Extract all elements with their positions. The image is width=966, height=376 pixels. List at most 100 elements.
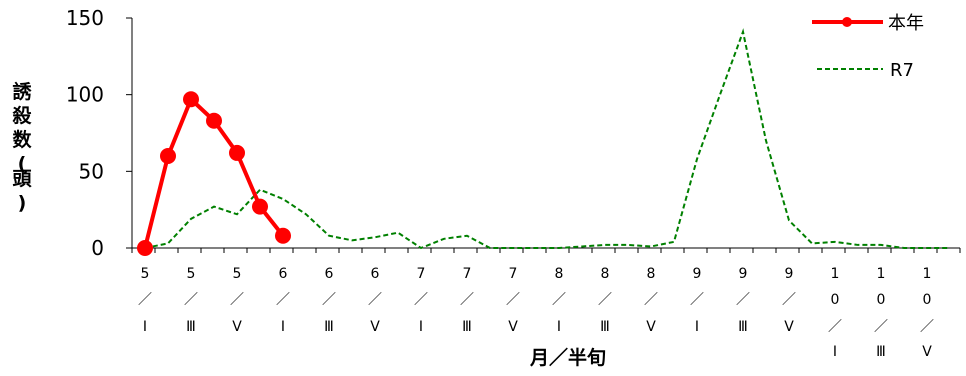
y-tick-label: 100 — [66, 83, 104, 107]
x-tick-label: 5 ／ Ⅰ — [138, 266, 152, 335]
series-current-year-point — [160, 148, 176, 164]
x-tick-label-line: Ⅲ — [600, 319, 610, 335]
legend-current-year-label: 本年 — [888, 13, 924, 34]
x-tick-label-line: 6 — [279, 266, 288, 282]
y-axis-label-char: ) — [18, 192, 27, 214]
x-tick-label-line: Ⅴ — [232, 319, 242, 335]
x-tick-label-line: 9 — [693, 266, 702, 282]
x-tick-label-line: Ⅰ — [143, 319, 147, 335]
x-tick-label-line: 6 — [325, 266, 334, 282]
series-current-year-point — [229, 144, 245, 161]
x-tick-label-line: ／ — [552, 292, 566, 308]
legend: 本年 R7 — [812, 13, 924, 81]
x-tick-label-line: Ⅲ — [324, 319, 334, 335]
x-tick-label-line: 8 — [601, 266, 610, 282]
x-tick-label-line: ／ — [414, 292, 428, 308]
x-tick-label: 7 ／ Ⅴ — [506, 266, 520, 335]
x-tick-label: 8 ／ Ⅲ — [598, 266, 612, 335]
x-tick-label-line: Ⅰ — [695, 319, 699, 335]
y-tick-labels: 0 50 100 150 — [66, 6, 104, 260]
x-tick-label: 1 0 ／ Ⅴ — [920, 266, 934, 360]
x-tick-label-line: 9 — [785, 266, 794, 282]
x-tick-label: 1 0 ／ Ⅰ — [828, 266, 842, 360]
series-current-year-point — [252, 198, 268, 215]
x-tick-label-line: ／ — [874, 319, 888, 335]
x-tick-label-line: ／ — [690, 292, 704, 308]
y-axis-label-char: ( — [18, 153, 27, 175]
x-tick-label-line: 0 — [877, 292, 886, 308]
x-tick-label: 5 ／ Ⅲ — [184, 266, 198, 335]
x-tick-label-line: Ⅰ — [833, 344, 837, 360]
x-tick-label-line: ／ — [920, 319, 934, 335]
x-tick-label-line: 1 — [877, 266, 886, 282]
x-tick-label-line: 5 — [233, 266, 242, 282]
x-tick-label-line: Ⅴ — [784, 319, 794, 335]
legend-current-year-marker — [842, 17, 852, 27]
x-tick-label: 9 ／ Ⅴ — [782, 266, 796, 335]
x-tick-label: 8 ／ Ⅰ — [552, 266, 566, 335]
x-tick-label-line: ／ — [782, 292, 796, 308]
y-tick-label: 150 — [66, 6, 104, 30]
x-tick-label: 6 ／ Ⅰ — [276, 266, 290, 335]
x-tick-label-line: 1 — [831, 266, 840, 282]
x-tick-label-line: 1 — [923, 266, 932, 282]
x-tick-label: 5 ／ Ⅴ — [230, 266, 244, 335]
x-tick-labels: 5 ／ Ⅰ 5 ／ Ⅲ 5 ／ Ⅴ 6 ／ Ⅰ 6 ／ Ⅲ 6 ／ Ⅴ 7 ／ Ⅰ 7 ／ Ⅲ 7 ／ Ⅴ 8 ／ Ⅰ 8 ／ Ⅲ 8 ／ Ⅴ 9 ／ Ⅰ 9… — [138, 266, 934, 360]
series-r7-line — [144, 28, 950, 250]
x-tick-label: 1 0 ／ Ⅲ — [874, 266, 888, 360]
x-tick-label-line: 5 — [141, 266, 150, 282]
x-tick-label-line: ／ — [736, 292, 750, 308]
x-tick-label-line: 9 — [739, 266, 748, 282]
x-tick-label-line: 7 — [509, 266, 518, 282]
x-tick-label-line: 0 — [831, 292, 840, 308]
y-axis-label-char: 数 — [12, 128, 32, 151]
x-tick-label-line: 7 — [463, 266, 472, 282]
x-tick-label-line: ／ — [276, 292, 290, 308]
x-tick-label: 6 ／ Ⅴ — [368, 266, 382, 335]
x-tick-label-line: 6 — [371, 266, 380, 282]
x-tick-label-line: Ⅴ — [922, 344, 932, 360]
x-tick-label-line: ／ — [828, 319, 842, 335]
series-lines — [137, 28, 950, 256]
x-tick-label-line: ／ — [138, 292, 152, 308]
x-tick-label-line: ／ — [322, 292, 336, 308]
series-current-year-point — [183, 91, 199, 108]
series-current-year-point — [137, 240, 153, 256]
x-tick-label-line: ／ — [598, 292, 612, 308]
y-axis-label-char: 誘 — [12, 80, 32, 103]
y-tick-label: 0 — [91, 236, 104, 260]
x-tick-label-line: Ⅰ — [557, 319, 561, 335]
x-tick-label-line: ／ — [184, 292, 198, 308]
x-tick-label-line: 7 — [417, 266, 426, 282]
x-tick-label: 7 ／ Ⅲ — [460, 266, 474, 335]
x-tick-label-line: ／ — [230, 292, 244, 308]
x-tick-label: 6 ／ Ⅲ — [322, 266, 336, 335]
x-tick-label-line: Ⅰ — [281, 319, 285, 335]
x-tick-label-line: Ⅲ — [462, 319, 472, 335]
y-axis-label-char: 殺 — [11, 104, 32, 127]
x-tick-label-line: 5 — [187, 266, 196, 282]
x-tick-label-line: 8 — [555, 266, 564, 282]
y-axis-label-char: 頭 — [12, 168, 32, 190]
x-tick-label-line: 8 — [647, 266, 656, 282]
y-tick-label: 50 — [79, 159, 104, 183]
x-tick-label: 7 ／ Ⅰ — [414, 266, 428, 335]
x-tick-label-line: Ⅲ — [186, 319, 196, 335]
x-tick-label-line: Ⅴ — [646, 319, 656, 335]
x-tick-label-line: Ⅴ — [370, 319, 380, 335]
series-current-year-point — [206, 112, 222, 129]
x-tick-label-line: ／ — [460, 292, 474, 308]
x-tick-label: 8 ／ Ⅴ — [644, 266, 658, 335]
x-tick-label-line: Ⅰ — [419, 319, 423, 335]
x-tick-label-line: Ⅲ — [876, 344, 886, 360]
x-tick-label-line: Ⅲ — [738, 319, 748, 335]
x-tick-label-line: Ⅴ — [508, 319, 518, 335]
series-current-year-point — [275, 227, 291, 244]
x-tick-label-line: 0 — [923, 292, 932, 308]
x-tick-label-line: ／ — [506, 292, 520, 308]
legend-r7-label: R7 — [890, 60, 914, 81]
x-tick-label-line: ／ — [368, 292, 382, 308]
x-tick-label-line: ／ — [644, 292, 658, 308]
axes — [126, 17, 961, 253]
